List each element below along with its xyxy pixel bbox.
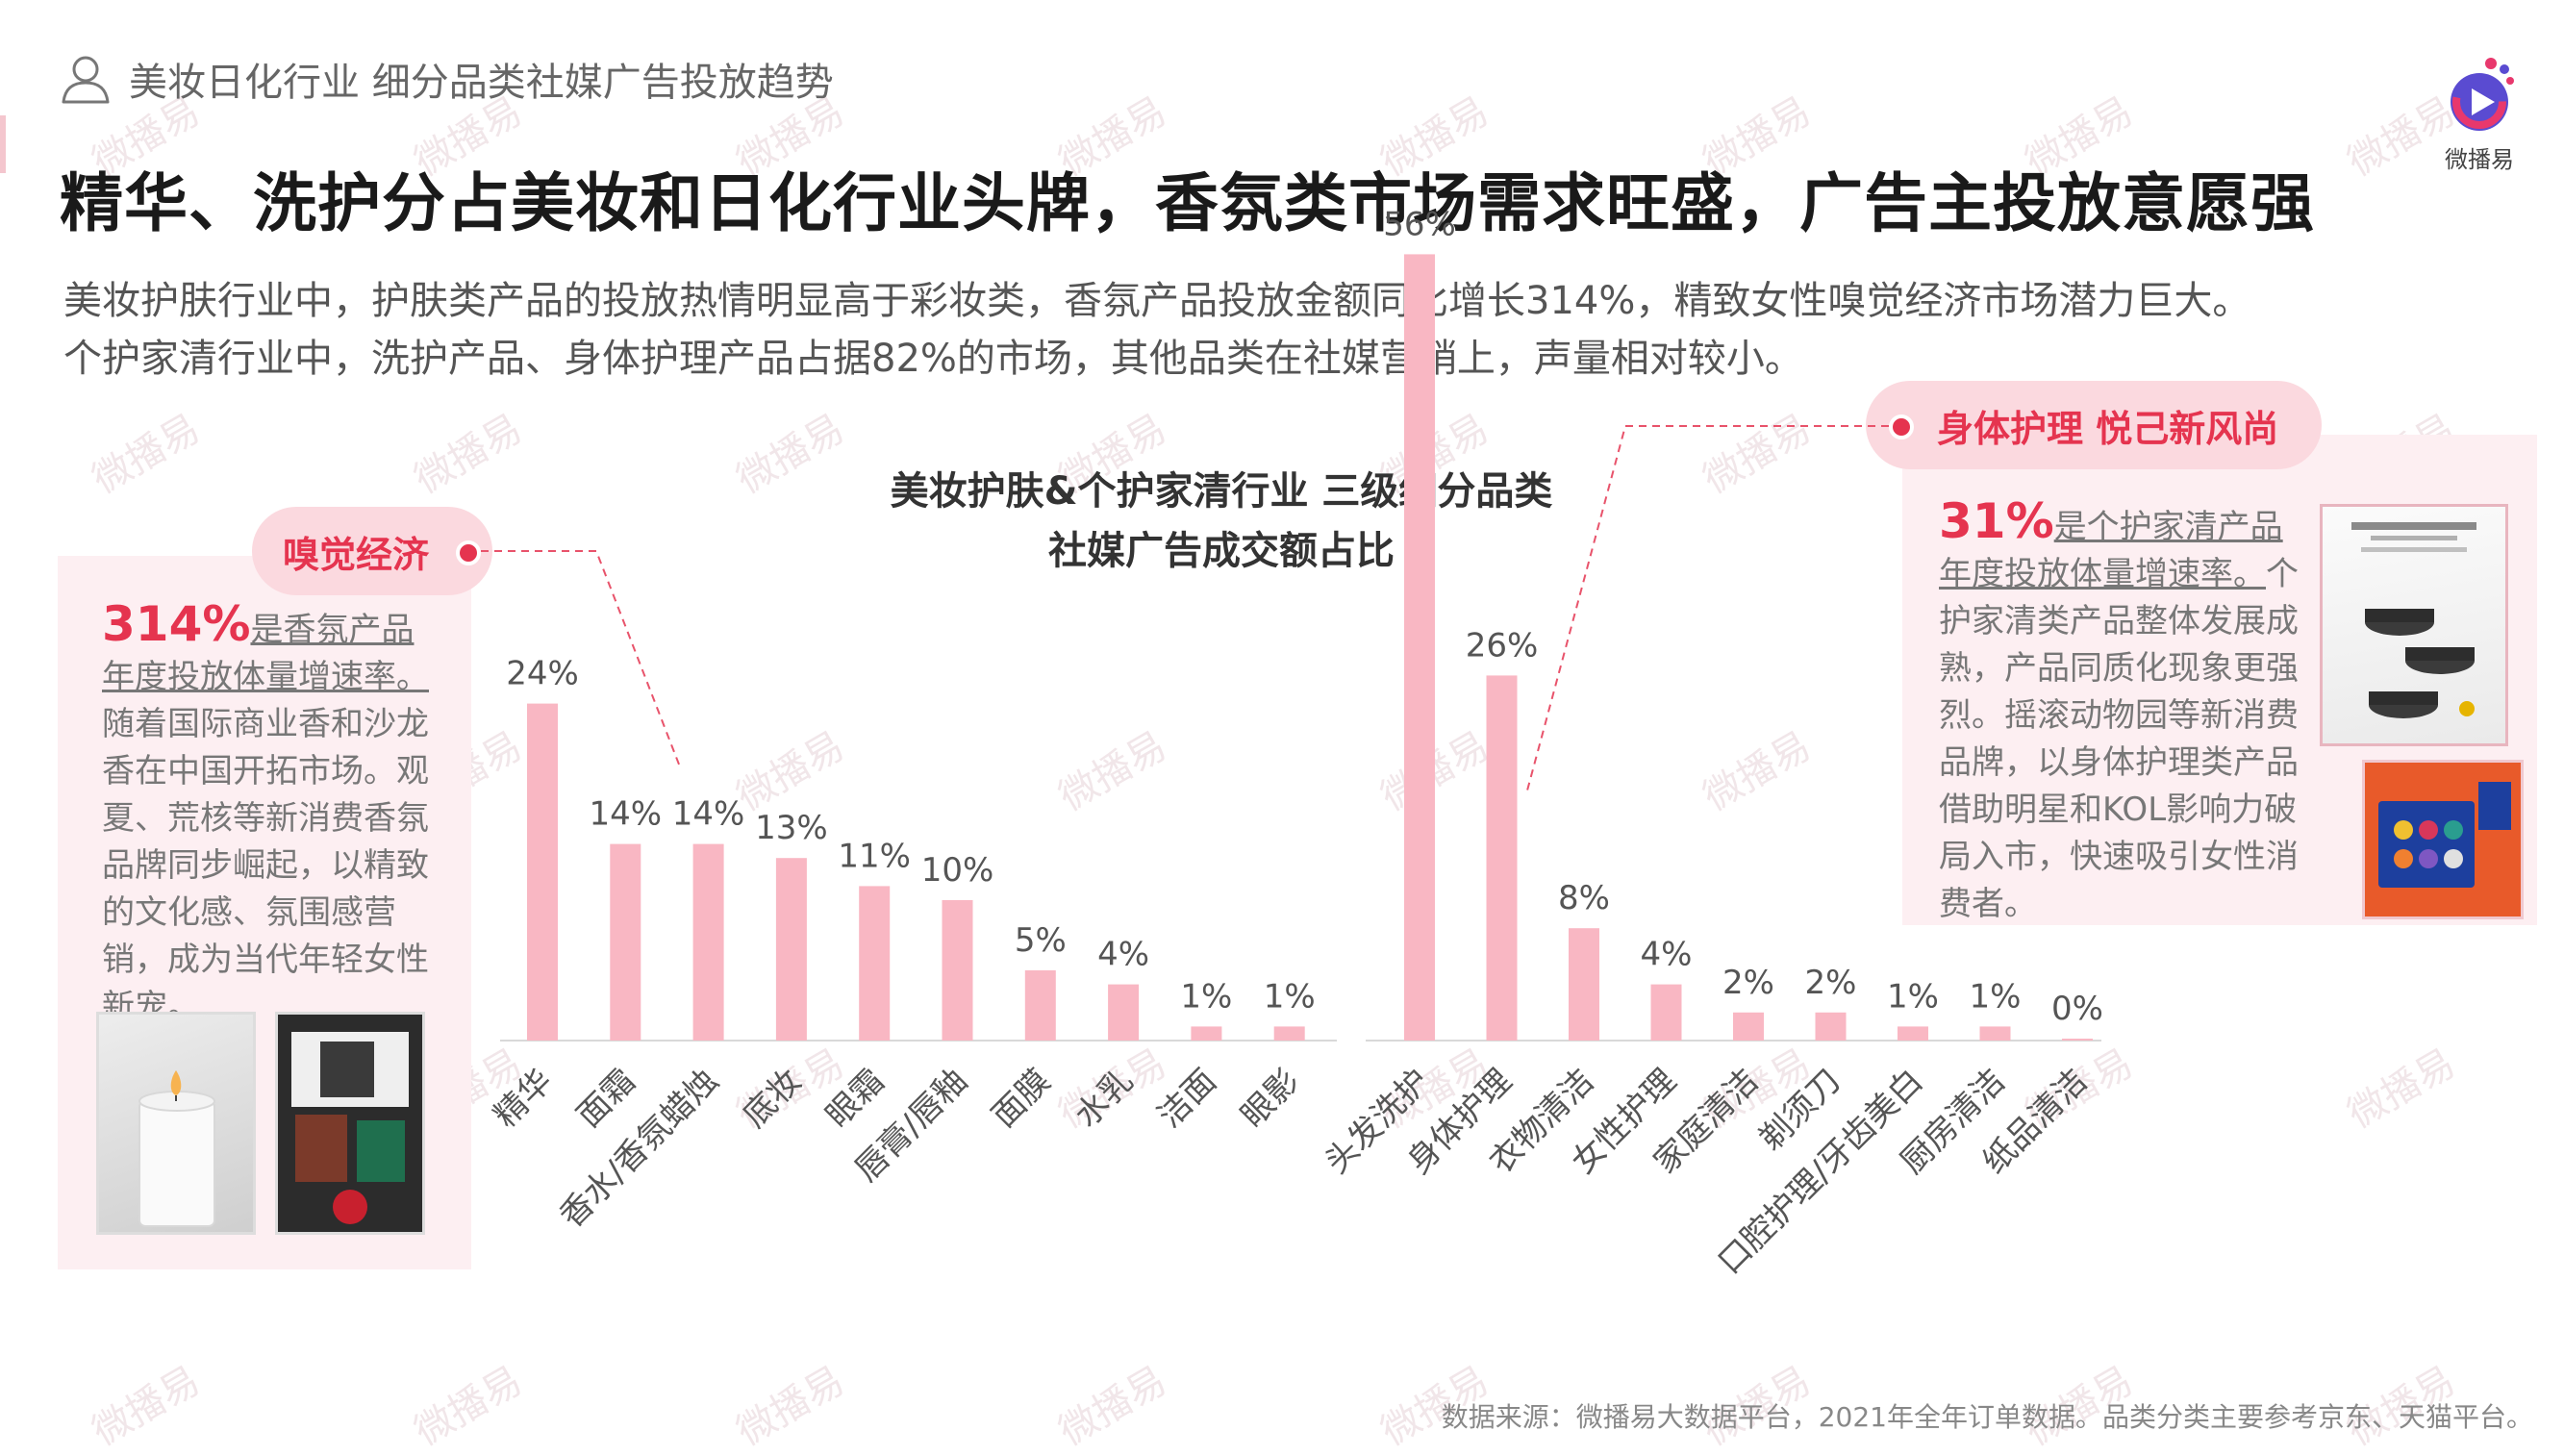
data-label: 1% xyxy=(1887,977,1939,1016)
right-callout-tag: 身体护理 悦己新风尚 xyxy=(1866,381,2322,469)
category-tick-label: 眼霜 xyxy=(818,1062,892,1135)
left-callout-stat: 314% xyxy=(102,596,251,652)
bar xyxy=(1815,1012,1847,1041)
bar xyxy=(1024,970,1056,1041)
data-label: 1% xyxy=(1264,977,1316,1016)
data-label: 1% xyxy=(1180,977,1232,1016)
category-tick-label: 眼影 xyxy=(1234,1062,1307,1135)
category-tick-label: 底妆 xyxy=(736,1062,809,1135)
left-callout-tag-text: 嗅觉经济 xyxy=(283,533,430,576)
right-tag-dot xyxy=(1889,414,1914,439)
data-label: 8% xyxy=(1558,879,1610,917)
bar xyxy=(775,858,807,1041)
left-callout-tag: 嗅觉经济 xyxy=(252,507,492,595)
left-tag-dot xyxy=(456,540,481,565)
bar xyxy=(1733,1012,1764,1041)
bar xyxy=(859,886,891,1041)
bar xyxy=(1979,1026,2011,1041)
data-label: 24% xyxy=(506,655,579,693)
data-label: 26% xyxy=(1466,626,1539,665)
description-line-2: 个护家清行业中，洗护产品、身体护理产品占据82%的市场，其他品类在社媒营销上，声… xyxy=(63,337,1803,381)
right-connector-line xyxy=(1526,425,1889,791)
data-label: 1% xyxy=(1970,977,2022,1016)
category-tick-label: 面膜 xyxy=(985,1062,1058,1135)
candle-icon xyxy=(138,1070,215,1227)
breadcrumb: 美妆日化行业 细分品类社媒广告投放趋势 xyxy=(60,50,834,108)
left-connector-line xyxy=(481,550,682,770)
user-icon xyxy=(62,56,110,104)
data-source-note: 数据来源：微播易大数据平台，2021年全年订单数据。品类分类主要参考京东、天猫平… xyxy=(1441,1401,2533,1433)
bar xyxy=(1108,984,1140,1041)
page-accent-bar xyxy=(0,115,6,173)
right-callout-stat: 31% xyxy=(1939,493,2054,549)
data-label: 56% xyxy=(1383,205,1456,243)
body-product-image xyxy=(2320,504,2508,746)
chart-title-line-1: 美妆护肤&个护家清行业 三级细分品类 xyxy=(890,469,1553,514)
chart-title: 美妆护肤&个护家清行业 三级细分品类 社媒广告成交额占比 xyxy=(817,462,1625,581)
bar xyxy=(1404,254,1435,1041)
right-callout-text: 31%是个护家清产品年度投放体量增速率。个护家清类产品整体发展成熟，产品同质化现… xyxy=(1939,497,2312,928)
candle-product-image xyxy=(96,1012,256,1235)
data-label: 13% xyxy=(755,809,828,847)
description-line-1: 美妆护肤行业中，护肤类产品的投放热情明显高于彩妆类，香氛产品投放金额同比增长31… xyxy=(63,279,2251,323)
bar xyxy=(1486,675,1518,1041)
right-callout-body: 个护家清类产品整体发展成熟，产品同质化现象更强烈。摇滚动物园等新消费品牌，以身体… xyxy=(1939,555,2299,923)
gift-set-icon xyxy=(2378,782,2511,888)
brand-logo: 微播易 xyxy=(2422,54,2537,173)
bar xyxy=(610,843,641,1041)
category-tick-label: 精华 xyxy=(487,1062,560,1135)
bar xyxy=(942,900,973,1041)
bar xyxy=(1273,1026,1305,1041)
bar xyxy=(2062,1039,2093,1041)
chart-title-line-2: 社媒广告成交额占比 xyxy=(1048,529,1395,573)
gift-set-product-image xyxy=(2362,760,2524,919)
right-callout-tag-text: 身体护理 悦己新风尚 xyxy=(1937,407,2279,450)
data-label: 2% xyxy=(1722,964,1774,1002)
bar xyxy=(1191,1026,1222,1041)
bar xyxy=(1569,928,1599,1041)
fragrance-gift-box-image xyxy=(275,1012,425,1235)
bar xyxy=(1898,1026,1928,1041)
data-label: 0% xyxy=(2051,990,2103,1028)
bar xyxy=(692,843,724,1041)
page-headline: 精华、洗护分占美妆和日化行业头牌，香氛类市场需求旺盛，广告主投放意愿强 xyxy=(60,166,2315,240)
brand-name: 微播易 xyxy=(2445,146,2514,173)
jar-products-icon xyxy=(2351,522,2476,718)
data-label: 14% xyxy=(590,795,663,834)
data-label: 5% xyxy=(1015,921,1067,960)
left-callout-stat-text: 是香氛产品年度投放体量增速率。 xyxy=(102,611,429,696)
category-tick-label: 洁面 xyxy=(1150,1062,1223,1135)
callout-connector-lines xyxy=(481,425,1889,791)
right-callout-stat-text: 是个护家清产品年度投放体量增速率。 xyxy=(1939,508,2283,593)
data-label: 11% xyxy=(838,837,911,875)
play-logo-icon xyxy=(2451,58,2514,131)
category-tick-label: 水乳 xyxy=(1068,1062,1141,1135)
data-label: 4% xyxy=(1097,936,1149,974)
bar xyxy=(1650,984,1682,1041)
breadcrumb-text: 美妆日化行业 细分品类社媒广告投放趋势 xyxy=(129,61,834,105)
data-label: 14% xyxy=(672,795,745,834)
data-label: 2% xyxy=(1805,964,1857,1002)
data-label: 4% xyxy=(1641,936,1693,974)
gift-box-icon xyxy=(291,1032,409,1224)
data-label: 10% xyxy=(921,851,994,890)
category-tick-label: 面霜 xyxy=(569,1062,642,1135)
bar xyxy=(527,703,558,1041)
